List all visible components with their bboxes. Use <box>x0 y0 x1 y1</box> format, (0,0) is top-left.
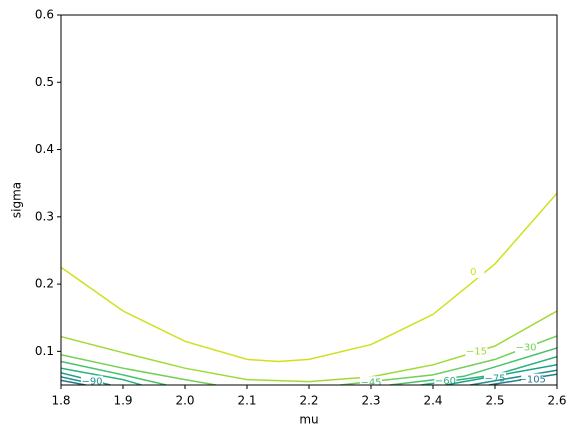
contour-label-bg <box>434 374 457 385</box>
x-tick-label: 2.4 <box>423 394 442 408</box>
x-tick-label: 2.1 <box>237 394 256 408</box>
contour-label-bg <box>462 265 485 278</box>
y-tick-label: 0.5 <box>35 75 54 89</box>
contour-label: −105 <box>518 375 545 386</box>
y-tick-label: 0.4 <box>35 142 54 156</box>
y-tick-label: 0.1 <box>35 344 54 358</box>
contour-label-bg <box>521 373 544 385</box>
contour-line <box>61 347 557 385</box>
axes-frame <box>60 14 558 386</box>
x-tick-label: 2.3 <box>361 394 380 408</box>
x-tick-label: 2.2 <box>299 394 318 408</box>
contour-label: −60 <box>435 376 456 387</box>
contour-label: −90 <box>81 377 102 388</box>
x-tick-label: 2.6 <box>547 394 566 408</box>
x-tick-label: 1.9 <box>113 394 132 408</box>
contour-label-bg <box>465 345 488 358</box>
y-tick-label: 0.2 <box>35 277 54 291</box>
y-tick-label: 0.6 <box>35 8 54 22</box>
contour-line <box>61 192 557 363</box>
contour-label: −30 <box>515 342 536 353</box>
contour-label: −45 <box>360 377 381 388</box>
contour-label-bg <box>515 341 537 354</box>
contour-label-bg <box>360 376 382 385</box>
x-tick-label: 1.8 <box>51 394 70 408</box>
contour-label: −15 <box>466 346 487 357</box>
contour-label: −75 <box>484 373 505 384</box>
contour-label-bg <box>81 375 103 385</box>
y-tick-label: 0.3 <box>35 209 54 223</box>
contour-label: 0 <box>470 267 476 278</box>
x-axis-label: mu <box>299 413 318 427</box>
y-axis-label: sigma <box>10 182 24 218</box>
plot-area: 0 −15 −30 −45 −60 −75 −90 −105 <box>61 192 557 388</box>
x-tick-label: 2.5 <box>485 394 504 408</box>
x-tick-label: 2.0 <box>175 394 194 408</box>
